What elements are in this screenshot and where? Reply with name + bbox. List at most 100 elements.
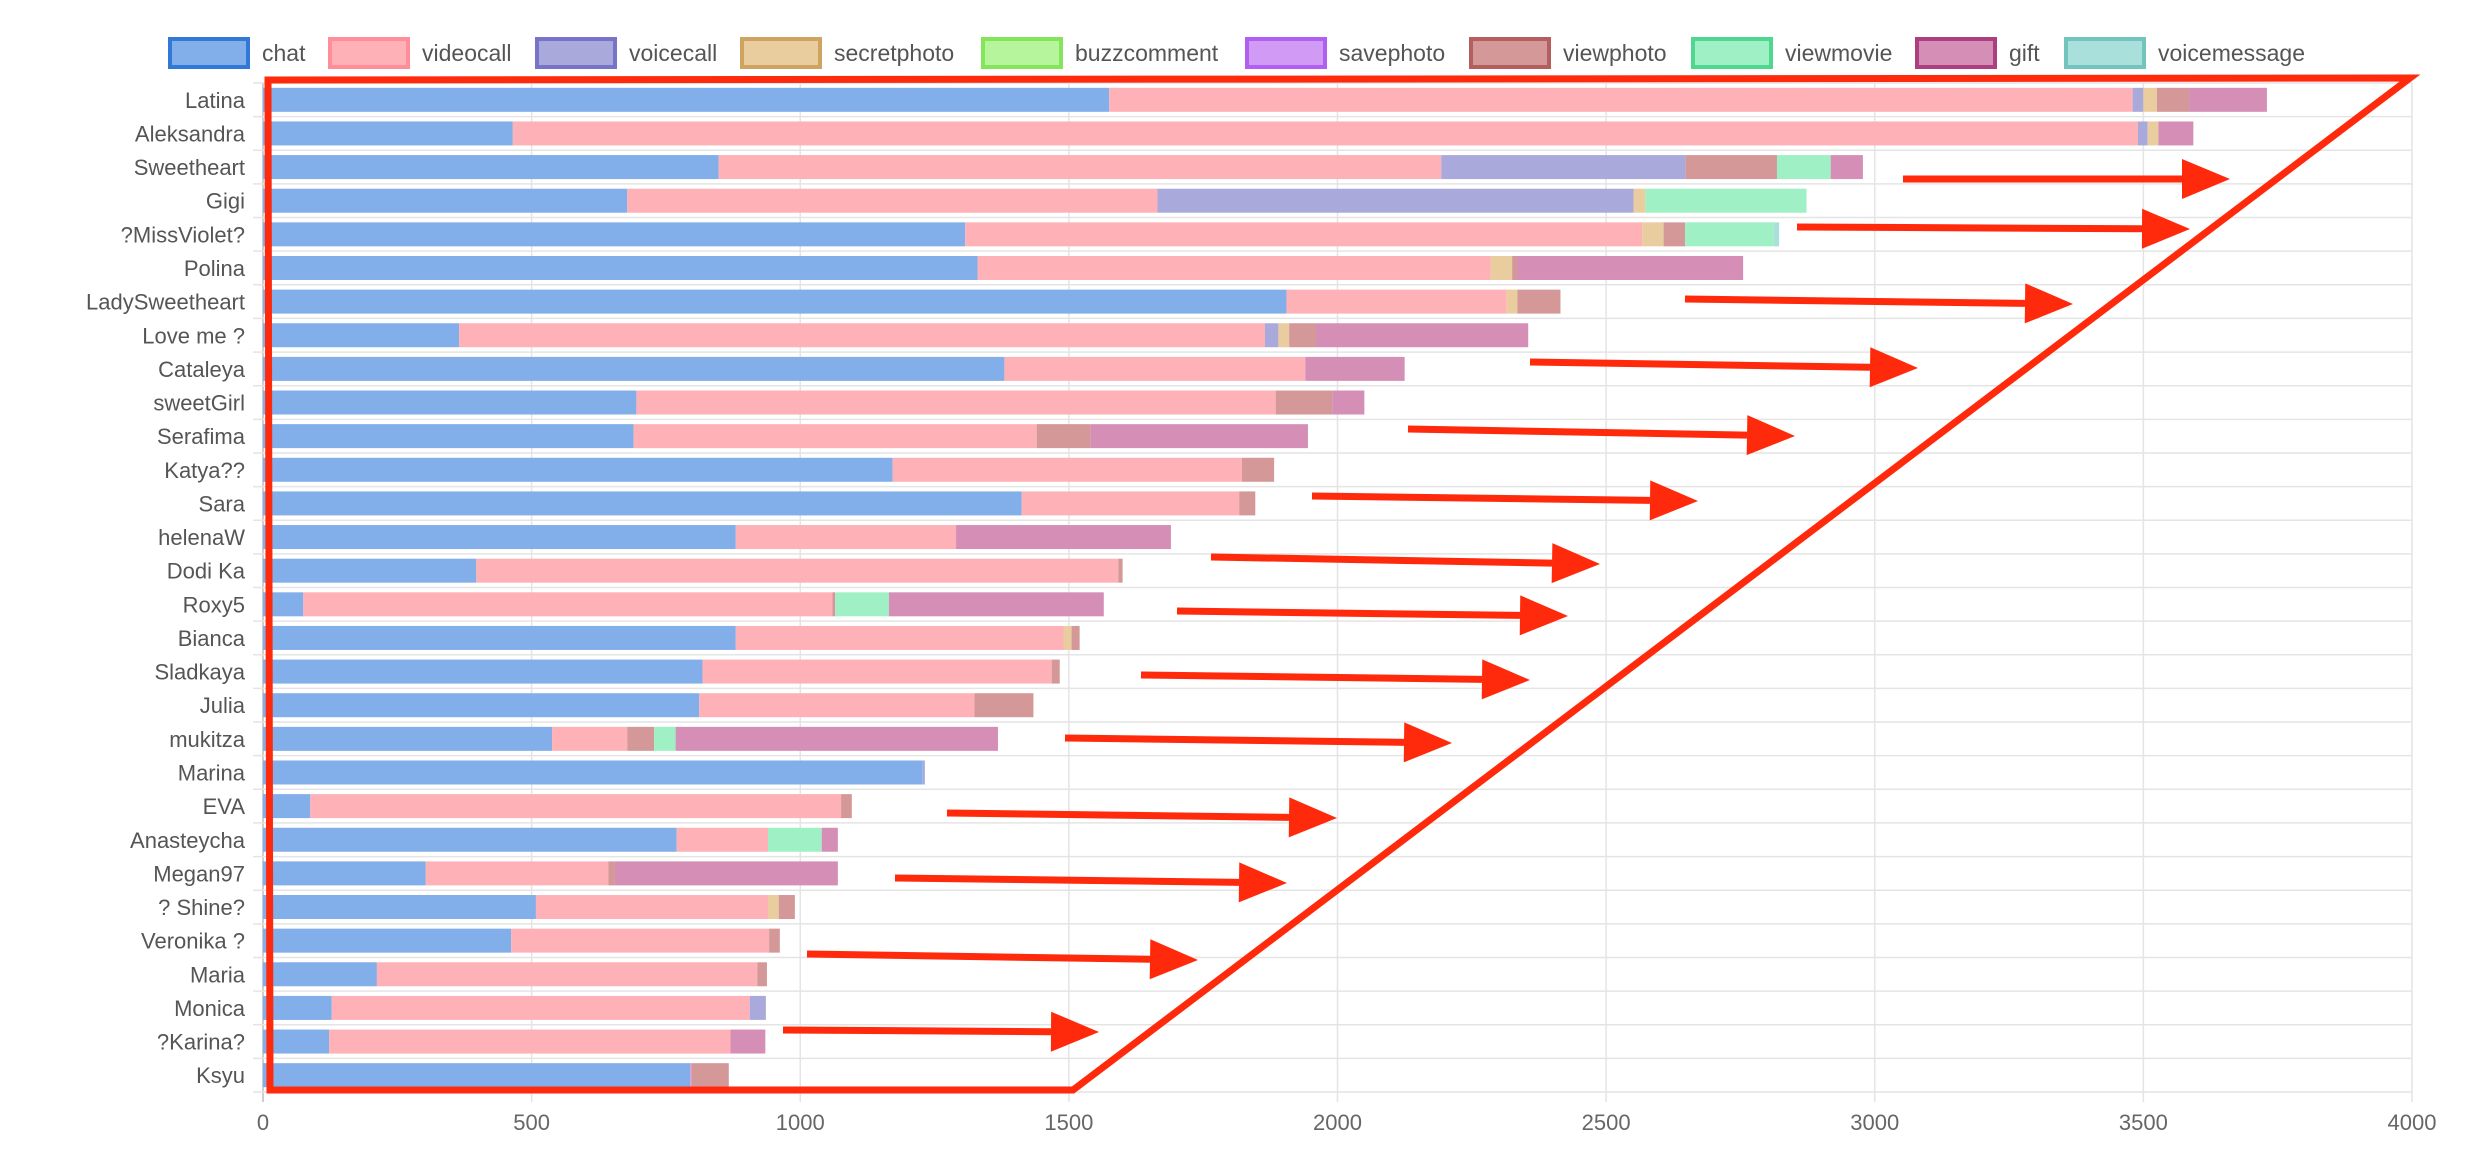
- bar-segment-videocall[interactable]: [1109, 87, 2133, 112]
- bar-segment-chat[interactable]: [263, 289, 1287, 314]
- legend-label-voicemessage[interactable]: voicemessage: [2158, 40, 2305, 66]
- bar-segment-secretphoto[interactable]: [2143, 87, 2157, 112]
- bar-segment-chat[interactable]: [263, 995, 332, 1020]
- bar-segment-videocall[interactable]: [552, 726, 628, 751]
- bar-segment-secretphoto[interactable]: [1633, 188, 1646, 213]
- bar-segment-secretphoto[interactable]: [768, 895, 779, 920]
- bar-segment-chat[interactable]: [263, 323, 460, 348]
- bar-segment-gift[interactable]: [2189, 87, 2267, 112]
- bar-segment-viewmovie[interactable]: [654, 726, 676, 751]
- legend-swatch-buzzcomment[interactable]: [981, 37, 1063, 69]
- bar-segment-gift[interactable]: [1517, 255, 1744, 280]
- bar-segment-viewphoto[interactable]: [608, 861, 615, 886]
- bar-segment-gift[interactable]: [1305, 356, 1405, 381]
- bar-segment-viewphoto[interactable]: [1118, 558, 1123, 583]
- bar-segment-chat[interactable]: [263, 827, 677, 852]
- bar-segment-chat[interactable]: [263, 625, 736, 650]
- legend-label-savephoto[interactable]: savephoto: [1339, 40, 1445, 66]
- bar-segment-viewmovie[interactable]: [768, 827, 822, 852]
- bar-segment-videocall[interactable]: [425, 861, 609, 886]
- bar-segment-videocall[interactable]: [1004, 356, 1306, 381]
- bar-segment-chat[interactable]: [263, 390, 637, 415]
- bar-segment-secretphoto[interactable]: [1278, 323, 1290, 348]
- bar-segment-viewmovie[interactable]: [1776, 155, 1831, 180]
- bar-segment-gift[interactable]: [956, 525, 1171, 550]
- bar-segment-videocall[interactable]: [627, 188, 1158, 213]
- bar-segment-viewphoto[interactable]: [769, 928, 780, 953]
- bar-segment-chat[interactable]: [263, 659, 703, 684]
- bar-segment-chat[interactable]: [263, 255, 978, 280]
- bar-segment-videocall[interactable]: [310, 794, 842, 819]
- bar-segment-chat[interactable]: [263, 188, 628, 213]
- bar-segment-videocall[interactable]: [329, 1029, 731, 1054]
- bar-segment-viewmovie[interactable]: [1685, 222, 1774, 247]
- bar-segment-chat[interactable]: [263, 861, 426, 886]
- bar-segment-chat[interactable]: [263, 1063, 691, 1088]
- bar-segment-chat[interactable]: [263, 760, 923, 785]
- bar-segment-chat[interactable]: [263, 928, 512, 953]
- bar-segment-videocall[interactable]: [977, 255, 1491, 280]
- bar-segment-chat[interactable]: [263, 155, 719, 180]
- bar-segment-viewphoto[interactable]: [1275, 390, 1333, 415]
- bar-segment-secretphoto[interactable]: [1642, 222, 1664, 247]
- bar-segment-gift[interactable]: [2158, 121, 2194, 146]
- bar-segment-chat[interactable]: [263, 121, 513, 146]
- bar-segment-viewphoto[interactable]: [1241, 457, 1275, 482]
- bar-segment-videocall[interactable]: [476, 558, 1119, 583]
- bar-segment-chat[interactable]: [263, 222, 966, 247]
- bar-segment-secretphoto[interactable]: [1063, 625, 1072, 650]
- bar-segment-gift[interactable]: [675, 726, 998, 751]
- bar-segment-chat[interactable]: [263, 525, 736, 550]
- bar-segment-gift[interactable]: [1830, 155, 1863, 180]
- bar-segment-viewphoto[interactable]: [627, 726, 655, 751]
- legend-label-viewmovie[interactable]: viewmovie: [1785, 40, 1892, 66]
- legend-swatch-chat[interactable]: [168, 37, 250, 69]
- legend-swatch-gift[interactable]: [1915, 37, 1997, 69]
- bar-segment-gift[interactable]: [1332, 390, 1365, 415]
- bar-segment-secretphoto[interactable]: [1506, 289, 1518, 314]
- bar-segment-videocall[interactable]: [303, 592, 833, 617]
- bar-segment-voicecall[interactable]: [922, 760, 925, 785]
- legend-label-chat[interactable]: chat: [262, 40, 306, 66]
- bar-segment-voicemessage[interactable]: [1773, 222, 1780, 247]
- bar-segment-chat[interactable]: [263, 962, 377, 987]
- legend-label-buzzcomment[interactable]: buzzcomment: [1075, 40, 1219, 66]
- bar-segment-voicecall[interactable]: [1441, 155, 1686, 180]
- bar-segment-videocall[interactable]: [1286, 289, 1507, 314]
- bar-segment-chat[interactable]: [263, 1029, 330, 1054]
- bar-segment-gift[interactable]: [614, 861, 838, 886]
- bar-segment-viewphoto[interactable]: [841, 794, 852, 819]
- bar-segment-gift[interactable]: [1316, 323, 1529, 348]
- bar-segment-videocall[interactable]: [702, 659, 1052, 684]
- bar-segment-videocall[interactable]: [965, 222, 1643, 247]
- bar-segment-viewphoto[interactable]: [974, 693, 1034, 718]
- legend-swatch-viewphoto[interactable]: [1469, 37, 1551, 69]
- bar-segment-videocall[interactable]: [511, 928, 770, 953]
- bar-segment-videocall[interactable]: [459, 323, 1265, 348]
- bar-segment-chat[interactable]: [263, 558, 477, 583]
- bar-segment-chat[interactable]: [263, 356, 1005, 381]
- bar-segment-voicecall[interactable]: [1157, 188, 1634, 213]
- bar-segment-videocall[interactable]: [512, 121, 2139, 146]
- bar-segment-chat[interactable]: [263, 693, 700, 718]
- bar-segment-voicecall[interactable]: [749, 995, 766, 1020]
- bar-segment-viewphoto[interactable]: [1036, 424, 1091, 449]
- bar-segment-chat[interactable]: [263, 424, 634, 449]
- bar-segment-videocall[interactable]: [331, 995, 750, 1020]
- legend-label-videocall[interactable]: videocall: [422, 40, 512, 66]
- bar-segment-gift[interactable]: [1090, 424, 1308, 449]
- bar-segment-videocall[interactable]: [676, 827, 769, 852]
- bar-segment-voicecall[interactable]: [2132, 87, 2144, 112]
- bar-segment-videocall[interactable]: [735, 525, 957, 550]
- bar-segment-chat[interactable]: [263, 726, 553, 751]
- bar-segment-viewphoto[interactable]: [691, 1063, 729, 1088]
- bar-segment-videocall[interactable]: [535, 895, 769, 920]
- bar-segment-viewphoto[interactable]: [1051, 659, 1060, 684]
- bar-segment-videocall[interactable]: [718, 155, 1442, 180]
- bar-segment-videocall[interactable]: [892, 457, 1242, 482]
- bar-segment-viewmovie[interactable]: [835, 592, 889, 617]
- bar-segment-gift[interactable]: [730, 1029, 766, 1054]
- bar-segment-viewphoto[interactable]: [1071, 625, 1080, 650]
- legend-label-viewphoto[interactable]: viewphoto: [1563, 40, 1667, 66]
- bar-segment-chat[interactable]: [263, 87, 1110, 112]
